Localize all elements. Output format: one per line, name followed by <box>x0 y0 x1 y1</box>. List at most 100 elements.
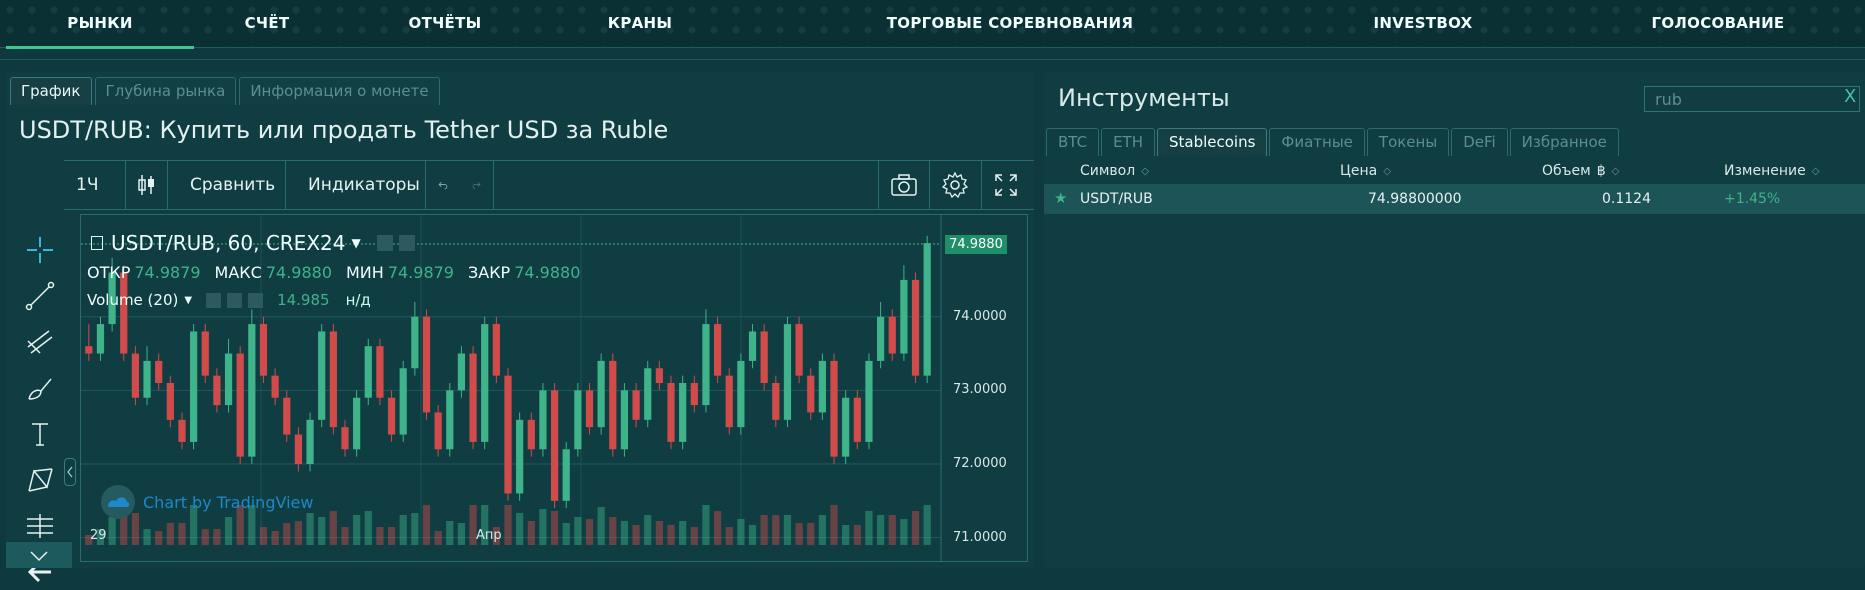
candle-body <box>399 368 407 435</box>
collapse-toolbar-handle[interactable] <box>64 458 76 486</box>
volume-bar <box>387 527 396 545</box>
tab-chart[interactable]: График <box>10 77 92 105</box>
instrument-tabs: BTC ETH Stablecoins Фиатные Токены DeFi … <box>1046 128 1619 156</box>
volume-bar <box>690 527 698 545</box>
trendline-tool[interactable] <box>20 278 60 314</box>
candle-type-button[interactable] <box>126 161 168 209</box>
volume-bar <box>306 513 314 545</box>
nav-markets[interactable]: РЫНКИ <box>67 14 133 32</box>
instrument-search-input[interactable] <box>1644 86 1860 112</box>
candle-body <box>224 353 233 406</box>
fullscreen-button[interactable] <box>982 161 1032 209</box>
toolbar-expand-button[interactable] <box>6 542 72 568</box>
bitcoin-icon: ฿ <box>1596 163 1606 179</box>
screenshot-button[interactable] <box>878 161 930 209</box>
candle-body <box>353 397 361 450</box>
clear-search-button[interactable]: X <box>1844 86 1857 107</box>
candle-body <box>620 390 629 450</box>
high-value: 74.9880 <box>265 263 332 282</box>
settings-small-icon[interactable] <box>398 235 415 251</box>
settings-small-icon[interactable] <box>227 292 243 308</box>
nav-faucets[interactable]: КРАНЫ <box>607 14 673 32</box>
brush-icon <box>28 378 52 400</box>
candle-body <box>85 346 93 354</box>
favorite-star-icon[interactable]: ★ <box>1054 189 1068 207</box>
active-nav-indicator <box>6 46 194 49</box>
candle-body <box>574 390 582 450</box>
nav-voting[interactable]: ГОЛОСОВАНИЕ <box>1651 14 1785 32</box>
column-symbol[interactable]: Символ ◇ <box>1080 163 1149 179</box>
redo-button[interactable] <box>460 161 494 209</box>
candle-body <box>178 419 186 442</box>
nav-investbox[interactable]: INVESTBOX <box>1373 14 1473 32</box>
camera-icon <box>891 174 917 196</box>
volume-bar <box>679 521 687 545</box>
price-chart[interactable]: USDT/RUB, 60, CREX24 ▼ ОТКР 74.9879 МАКС 7… <box>80 214 1028 562</box>
candle-body <box>306 419 314 464</box>
candle-body <box>527 419 535 450</box>
candle-body <box>469 353 477 442</box>
measure-tool[interactable] <box>20 508 60 544</box>
instruments-title: Инструменты <box>1058 84 1230 112</box>
candle-body <box>271 375 279 398</box>
candle-body <box>690 383 698 406</box>
table-row[interactable]: ★ USDT/RUB 74.98800000 0.1124 +1.45% <box>1044 184 1865 214</box>
compare-label: Сравнить <box>190 175 276 195</box>
candle-body <box>190 331 198 442</box>
candle-body <box>888 316 896 354</box>
tab-defi[interactable]: DeFi <box>1451 128 1508 156</box>
eye-icon[interactable] <box>206 292 222 308</box>
candle-body <box>830 360 838 457</box>
tab-btc[interactable]: BTC <box>1046 128 1100 156</box>
tab-eth[interactable]: ETH <box>1101 128 1155 156</box>
symbol-label: USDT/RUB, 60, CREX24 <box>111 231 346 255</box>
volume-bar <box>411 513 419 545</box>
candle-body <box>679 383 687 442</box>
caret-down-icon: ▼ <box>184 294 193 306</box>
candle-body <box>120 272 128 354</box>
undo-button[interactable] <box>426 161 460 209</box>
candle-body <box>923 243 931 376</box>
volume-bar <box>713 511 722 545</box>
column-volume[interactable]: Объем ฿ ◇ <box>1542 163 1620 179</box>
volume-bar <box>376 527 384 545</box>
volume-bar <box>457 523 466 545</box>
sort-icon: ◇ <box>1141 165 1149 177</box>
candle-body <box>236 353 244 457</box>
candle-body <box>492 324 500 376</box>
nav-reports[interactable]: ОТЧЁТЫ <box>408 14 482 32</box>
volume-bar <box>865 511 873 545</box>
interval-button[interactable]: 1Ч <box>64 161 126 209</box>
open-label: ОТКР <box>87 263 131 282</box>
settings-button[interactable] <box>930 161 982 209</box>
tab-coin-info[interactable]: Информация о монете <box>239 77 440 105</box>
column-price[interactable]: Цена ◇ <box>1340 163 1391 179</box>
close-label: ЗАКР <box>467 263 511 282</box>
crosshair-tool[interactable] <box>20 232 60 268</box>
compare-button[interactable]: Сравнить <box>168 161 286 209</box>
close-icon[interactable] <box>248 292 264 308</box>
pitchfork-tool[interactable] <box>20 324 60 360</box>
brush-tool[interactable] <box>20 370 60 406</box>
text-tool[interactable] <box>20 416 60 452</box>
chart-legend-symbol[interactable]: USDT/RUB, 60, CREX24 ▼ <box>91 231 415 255</box>
tab-favorites[interactable]: Избранное <box>1509 128 1619 156</box>
pattern-tool[interactable] <box>20 462 60 498</box>
eye-icon[interactable] <box>376 235 393 251</box>
nav-trading-competitions[interactable]: ТОРГОВЫЕ СОРЕВНОВАНИЯ <box>886 14 1134 32</box>
tab-fiat[interactable]: Фиатные <box>1269 128 1365 156</box>
tab-tokens[interactable]: Токены <box>1366 128 1450 156</box>
volume-bar <box>422 505 431 545</box>
indicators-button[interactable]: Индикаторы <box>286 161 426 209</box>
candle-body <box>155 360 163 383</box>
volume-bar <box>248 505 256 545</box>
tab-market-depth[interactable]: Глубина рынка <box>94 77 237 105</box>
candle-body <box>457 353 466 391</box>
tradingview-watermark[interactable]: Chart by TradingView <box>101 485 313 519</box>
column-change[interactable]: Изменение ◇ <box>1724 163 1820 179</box>
nav-account[interactable]: СЧЁТ <box>244 14 290 32</box>
row-price: 74.98800000 <box>1368 191 1462 207</box>
volume-bar <box>783 515 792 545</box>
volume-bar <box>772 515 780 545</box>
tab-stablecoins[interactable]: Stablecoins <box>1156 128 1268 156</box>
